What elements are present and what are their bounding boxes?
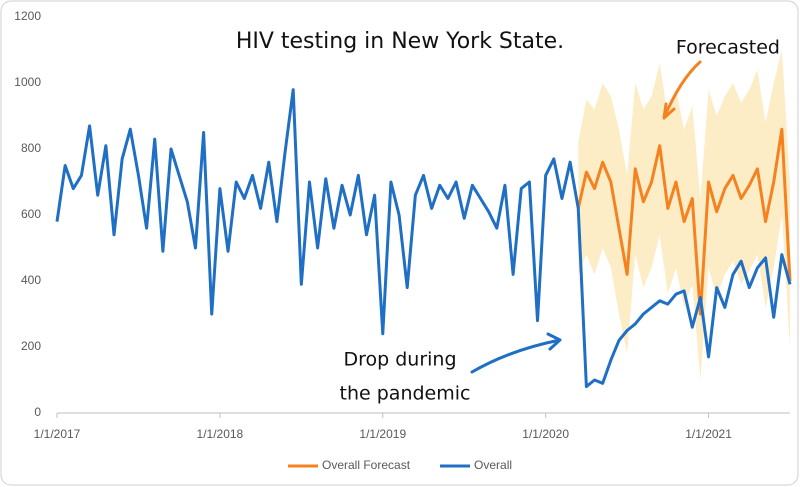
y-tick-label: 600 <box>21 207 41 221</box>
y-tick-label: 0 <box>34 405 41 419</box>
legend-label: Overall Forecast <box>322 458 411 472</box>
y-tick-label: 200 <box>21 339 41 353</box>
annotation: Forecasted <box>676 37 780 59</box>
annotation: Drop during <box>343 349 456 371</box>
y-tick-label: 800 <box>21 141 41 155</box>
y-tick-label: 400 <box>21 273 41 287</box>
x-tick-label: 1/1/2019 <box>359 427 406 441</box>
x-tick-label: 1/1/2020 <box>522 427 569 441</box>
legend-label: Overall <box>474 458 512 472</box>
annotation: the pandemic <box>340 383 471 405</box>
x-tick-label: 1/1/2017 <box>34 427 81 441</box>
x-tick-label: 1/1/2018 <box>197 427 244 441</box>
y-tick-label: 1000 <box>14 75 41 89</box>
y-tick-label: 1200 <box>14 9 41 23</box>
series-line <box>576 127 792 316</box>
x-tick-label: 1/1/2021 <box>685 427 732 441</box>
chart-title: HIV testing in New York State. <box>236 29 564 54</box>
annotation-arrow <box>662 60 702 120</box>
series-line <box>55 88 792 389</box>
annotation-arrow <box>470 332 562 374</box>
